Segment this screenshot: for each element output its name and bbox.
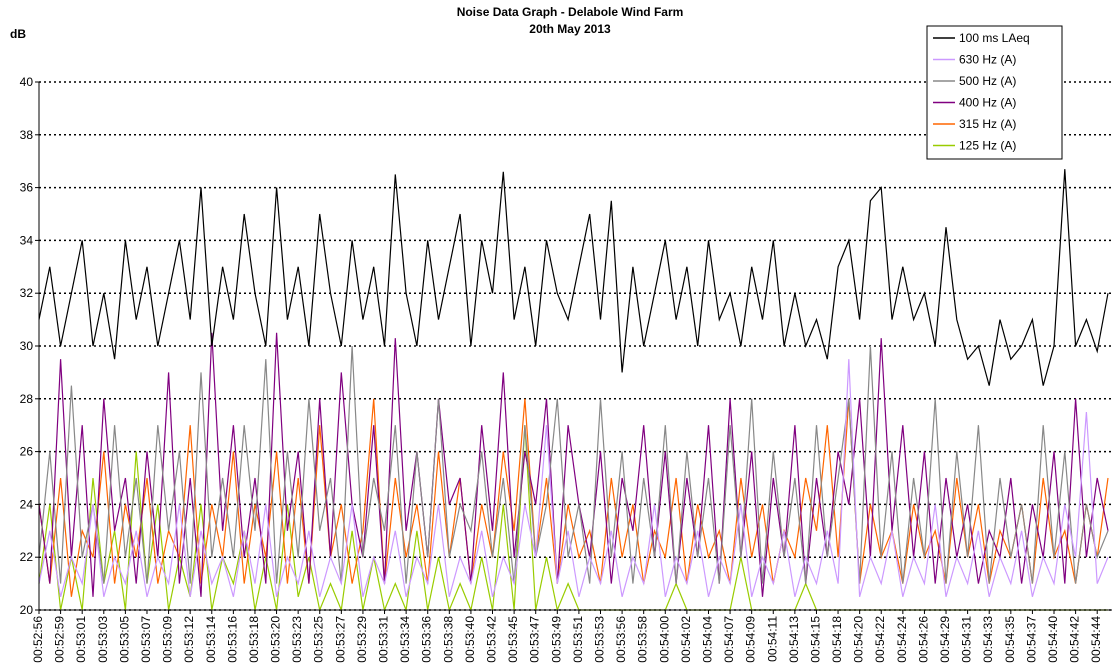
y-tick-label: 38 xyxy=(20,128,34,142)
x-tick-label: 00:54:09 xyxy=(744,616,758,663)
x-tick-label: 00:53:47 xyxy=(528,616,542,663)
plot-lines xyxy=(38,169,1109,613)
x-tick-label: 00:53:34 xyxy=(398,616,412,663)
y-tick-label: 36 xyxy=(20,181,34,195)
legend: 100 ms LAeq 630 Hz (A) 500 Hz (A) 400 Hz (A… xyxy=(926,25,1063,160)
x-tick-label: 00:53:58 xyxy=(636,616,650,663)
x-tick-label: 00:54:35 xyxy=(1003,616,1017,663)
y-tick-label: 32 xyxy=(20,286,34,300)
axes: 20 22 24 26 28 30 32 34 36 38 40 00:52:56 00:52:59 00… xyxy=(20,75,1112,663)
x-tick-label: 00:54:37 xyxy=(1024,616,1038,663)
x-tick-label: 00:54:31 xyxy=(960,616,974,663)
y-tick-label: 20 xyxy=(20,603,34,617)
y-axis-label: dB xyxy=(10,27,26,41)
x-tick-label: 00:53:27 xyxy=(333,616,347,663)
x-tick-label: 00:54:15 xyxy=(808,616,822,663)
y-tick-label: 34 xyxy=(20,233,34,247)
x-tick-label: 00:53:03 xyxy=(96,616,110,663)
x-tick-label: 00:53:38 xyxy=(441,616,455,663)
y-tick-label: 28 xyxy=(20,392,34,406)
x-tick-label: 00:54:11 xyxy=(765,616,779,662)
x-tick-label: 00:53:07 xyxy=(139,616,153,663)
x-tick-label: 00:54:40 xyxy=(1046,616,1060,663)
x-tick-label: 00:52:56 xyxy=(31,616,45,663)
x-tick-label: 00:53:49 xyxy=(549,616,563,663)
legend-label: 500 Hz (A) xyxy=(959,74,1016,88)
x-tick-label: 00:54:22 xyxy=(873,616,887,663)
series-line xyxy=(38,359,1109,597)
x-tick-label: 00:54:44 xyxy=(1089,616,1103,663)
x-tick-label: 00:54:07 xyxy=(722,616,736,663)
x-tick-label: 00:53:29 xyxy=(355,616,369,663)
x-tick-label: 00:53:40 xyxy=(463,616,477,663)
x-tick-label: 00:52:59 xyxy=(53,616,67,663)
x-tick-label: 00:54:02 xyxy=(679,616,693,663)
series-line xyxy=(38,169,1109,386)
x-tick-label: 00:53:56 xyxy=(614,616,628,663)
x-tick-label: 00:53:25 xyxy=(312,616,326,663)
x-tick-label: 00:54:13 xyxy=(787,616,801,663)
legend-box xyxy=(926,25,1063,160)
x-tick-label: 00:53:20 xyxy=(269,616,283,663)
x-tick-label: 00:54:29 xyxy=(938,616,952,663)
chart-subtitle: 20th May 2013 xyxy=(529,22,611,36)
x-tick-label: 00:54:33 xyxy=(981,616,995,663)
y-tick-label: 30 xyxy=(20,339,34,353)
x-tick-label: 00:54:18 xyxy=(830,616,844,663)
y-tick-label: 22 xyxy=(20,550,34,564)
x-tick-label: 00:53:01 xyxy=(74,616,88,663)
x-tick-label: 00:54:00 xyxy=(657,616,671,663)
legend-label: 100 ms LAeq xyxy=(959,31,1030,45)
legend-label: 315 Hz (A) xyxy=(959,117,1016,131)
x-tick-label: 00:53:16 xyxy=(225,616,239,663)
x-tick-label: 00:53:18 xyxy=(247,616,261,663)
x-tick-label: 00:53:42 xyxy=(485,616,499,663)
legend-label: 630 Hz (A) xyxy=(959,53,1016,67)
x-tick-label: 00:54:42 xyxy=(1068,616,1082,663)
x-tick-label: 00:54:24 xyxy=(895,616,909,663)
x-tick-label: 00:53:12 xyxy=(182,616,196,663)
chart-title: Noise Data Graph - Delabole Wind Farm xyxy=(457,5,684,19)
x-tick-label: 00:53:36 xyxy=(420,616,434,663)
x-tick-label: 00:53:31 xyxy=(377,616,391,663)
x-tick-label: 00:53:51 xyxy=(571,616,585,663)
series-line xyxy=(38,345,1109,584)
x-tick-label: 00:54:04 xyxy=(700,616,714,663)
x-tick-label: 00:53:14 xyxy=(204,616,218,663)
x-tick-label: 00:54:26 xyxy=(916,616,930,663)
x-tick-label: 00:53:09 xyxy=(161,616,175,663)
x-tick-label: 00:53:05 xyxy=(117,616,131,663)
y-tick-label: 40 xyxy=(20,75,34,89)
y-tick-label: 24 xyxy=(20,497,34,511)
x-tick-label: 00:53:23 xyxy=(290,616,304,663)
x-tick-label: 00:53:53 xyxy=(592,616,606,663)
y-tick-label: 26 xyxy=(20,445,34,459)
legend-label: 400 Hz (A) xyxy=(959,96,1016,110)
legend-label: 125 Hz (A) xyxy=(959,139,1016,153)
x-tick-label: 00:54:20 xyxy=(852,616,866,663)
x-tick-label: 00:53:45 xyxy=(506,616,520,663)
series-line xyxy=(38,332,1109,597)
